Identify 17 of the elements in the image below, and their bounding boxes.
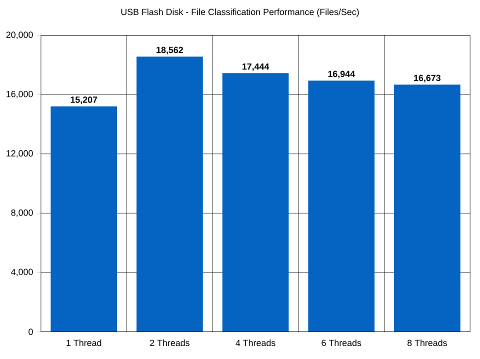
data-label: 17,444 [242, 64, 270, 72]
y-tick-label: 8,000 [11, 210, 33, 218]
x-tick-label: 2 Threads [150, 340, 190, 346]
data-label: 15,207 [70, 96, 98, 104]
y-tick-label: 20,000 [6, 32, 33, 40]
data-label: 16,944 [328, 70, 355, 79]
y-tick-label: 16,000 [6, 91, 33, 98]
y-tick-label: 0 [28, 328, 33, 336]
y-tick-label: 12,000 [6, 150, 33, 158]
x-tick-label: 6 Threads [322, 340, 362, 346]
data-label: 16,673 [414, 75, 441, 83]
x-tick-label: 1 Thread [66, 340, 102, 346]
x-tick-label: 4 Threads [236, 340, 276, 346]
x-tick-label: 8 Threads [407, 340, 447, 346]
chart-title: USB Flash Disk - File Classification Performance (Files/Sec) [121, 8, 359, 18]
y-tick-label: 4,000 [11, 268, 33, 276]
data-label: 18,562 [156, 47, 183, 55]
